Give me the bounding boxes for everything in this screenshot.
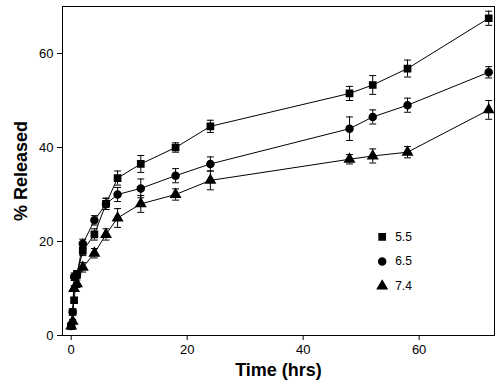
svg-text:60: 60 (412, 342, 426, 357)
svg-text:60: 60 (39, 46, 53, 61)
svg-text:20: 20 (39, 234, 53, 249)
svg-text:0: 0 (68, 342, 75, 357)
svg-text:40: 40 (39, 140, 53, 155)
svg-text:5.5: 5.5 (395, 230, 412, 244)
svg-text:0: 0 (46, 328, 53, 343)
svg-text:% Released: % Released (11, 121, 31, 221)
svg-text:6.5: 6.5 (395, 254, 412, 268)
svg-text:20: 20 (180, 342, 194, 357)
svg-text:Time (hrs): Time (hrs) (235, 360, 322, 380)
svg-text:40: 40 (296, 342, 310, 357)
svg-text:7.4: 7.4 (395, 279, 412, 293)
